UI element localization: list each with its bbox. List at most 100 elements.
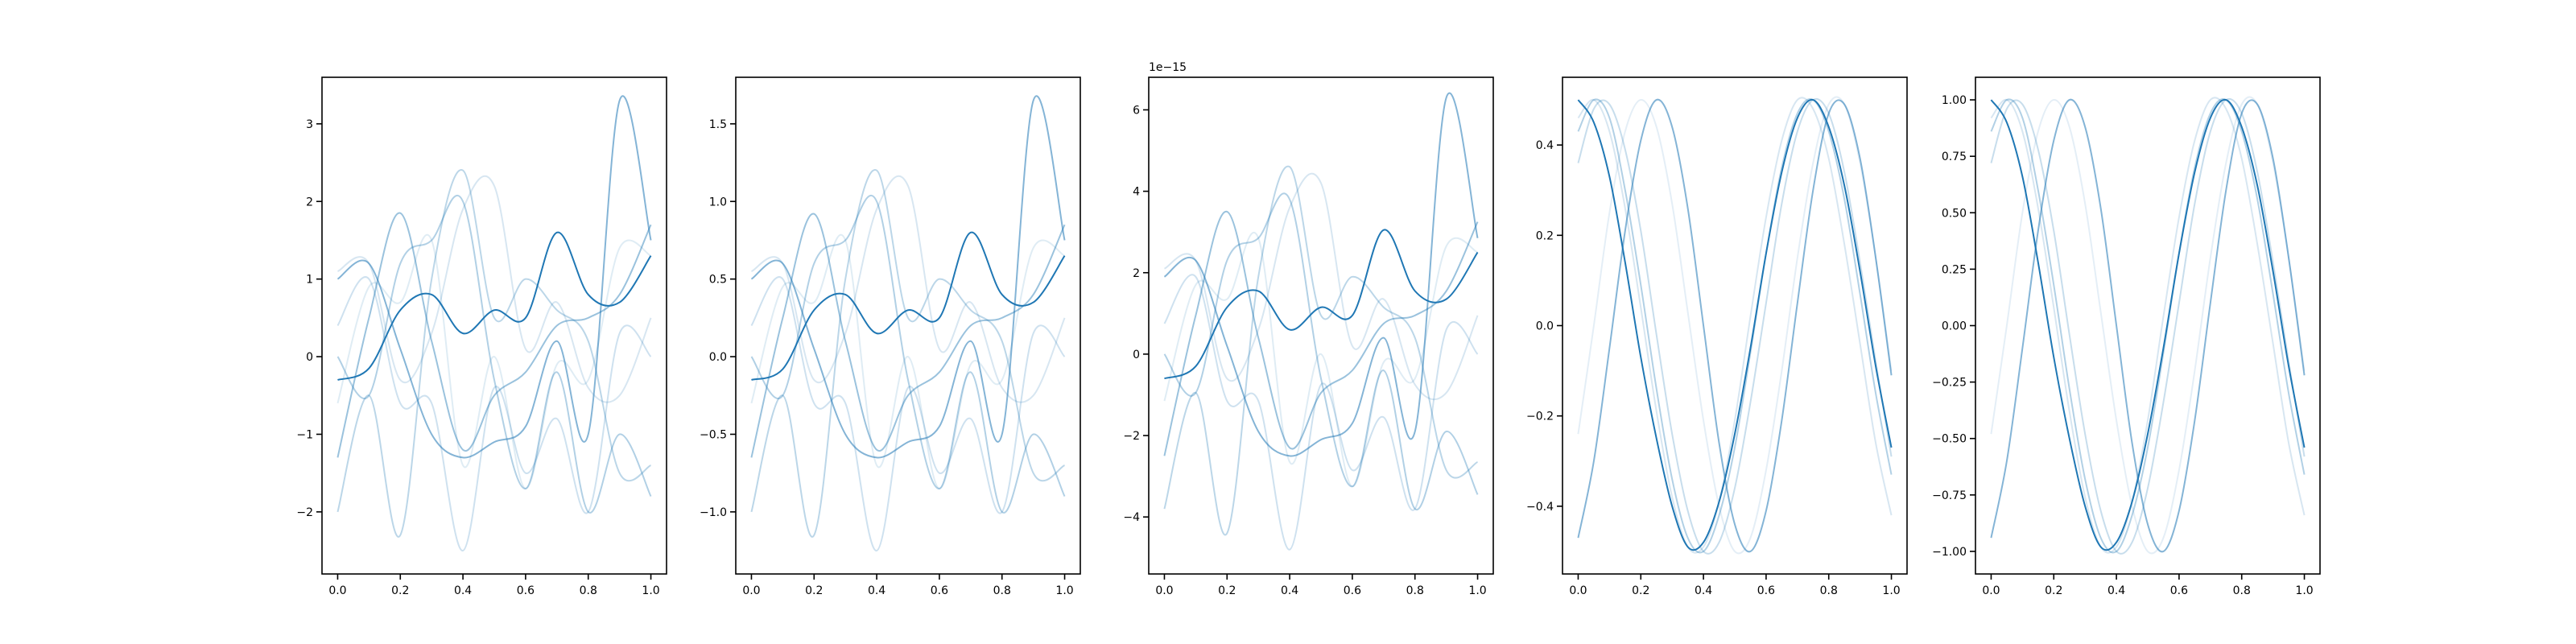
series-line-4: [1990, 97, 2306, 555]
series-line-2: [1990, 98, 2306, 553]
y-tick-label: −4: [1123, 511, 1140, 524]
subplot-3: 0.0 0.2 0.4 0.6 0.8 1.0 −4 −2 0 2 4 6 1e−15: [1123, 61, 1494, 597]
x-tick-label: 0.8: [993, 584, 1011, 597]
series-line-8: [750, 233, 1066, 489]
series-line-1: [1577, 98, 1893, 551]
axes-frame: [735, 76, 1081, 575]
axes-frame: [321, 76, 667, 575]
series-line-2: [1577, 98, 1893, 553]
x-tick-label: 0.8: [1406, 584, 1424, 597]
y-tick-label: 6: [1133, 104, 1140, 117]
x-tick-label: 0.0: [742, 584, 760, 597]
x-tick-label: 0.4: [1695, 584, 1712, 597]
y-tick-label: −1.00: [1932, 546, 1967, 559]
series-line-8: [336, 233, 652, 489]
x-tick-label: 0.0: [1155, 584, 1173, 597]
y-tick-label: 2: [1133, 267, 1140, 280]
y-tick-label: 0.5: [709, 274, 727, 287]
series-line-4: [1577, 97, 1893, 555]
x-tick-label: 1.0: [642, 584, 659, 597]
series-line-7: [1163, 172, 1479, 401]
y-tick-label: 3: [306, 118, 313, 131]
y-tick-label: 0.0: [709, 351, 727, 364]
series-line-4: [336, 194, 652, 514]
x-tick-label: 0.8: [580, 584, 597, 597]
y-tick-label: −2: [1123, 430, 1140, 443]
x-tick-label: 0.6: [517, 584, 535, 597]
series-line-3: [1163, 210, 1479, 456]
y-tick-label: 1.0: [709, 196, 727, 208]
y-tick-label: 0.25: [1942, 263, 1967, 276]
y-tick-label: 1.00: [1942, 94, 1967, 107]
x-tick-label: 0.6: [1344, 584, 1361, 597]
y-offset-text: 1e−15: [1149, 61, 1187, 74]
series-line-6: [1990, 96, 2306, 555]
x-tick-label: 0.8: [1820, 584, 1838, 597]
y-tick-label: 0.4: [1536, 139, 1554, 152]
y-tick-label: 0.50: [1942, 207, 1967, 220]
y-tick-label: 0: [1133, 349, 1140, 361]
series-line-3: [1577, 98, 1893, 554]
y-tick-label: −0.2: [1526, 411, 1554, 423]
y-tick-label: 0.0: [1536, 320, 1554, 333]
x-tick-label: 0.0: [328, 584, 346, 597]
x-tick-label: 0.8: [2233, 584, 2251, 597]
y-tick-label: 0.2: [1536, 229, 1554, 242]
y-tick-label: 1.5: [709, 118, 727, 131]
x-tick-label: 0.2: [1632, 584, 1649, 597]
series-line-1: [337, 231, 652, 381]
series-line-7: [750, 175, 1066, 403]
series-line-6: [1163, 274, 1479, 551]
series-line-1: [1990, 98, 2306, 551]
y-tick-label: −2: [296, 506, 313, 519]
series-line-5: [1577, 97, 1893, 554]
y-tick-label: 4: [1133, 186, 1140, 199]
y-tick-label: −1: [296, 428, 313, 441]
x-tick-label: 1.0: [1055, 584, 1073, 597]
x-tick-label: 0.0: [1982, 584, 2000, 597]
subplot-2: 0.0 0.2 0.4 0.6 0.8 1.0 −1.0 −0.5 0.0 0.5 1.0 1.5: [700, 76, 1081, 597]
y-tick-label: −0.25: [1932, 377, 1967, 390]
series-line-8: [1163, 231, 1479, 488]
y-tick-label: 1: [306, 274, 313, 287]
series-line-3: [336, 212, 652, 458]
y-tick-label: −1.0: [700, 506, 727, 519]
x-tick-label: 1.0: [1468, 584, 1486, 597]
series-line-2: [1163, 92, 1479, 457]
series-line-2: [336, 95, 652, 459]
series-line-1: [1164, 229, 1479, 380]
x-tick-label: 0.6: [2170, 584, 2188, 597]
series-line-6: [336, 276, 652, 552]
x-tick-label: 0.6: [1757, 584, 1775, 597]
subplot-5: 0.0 0.2 0.4 0.6 0.8 1.0 −1.00 −0.75 −0.50 −0.25 0.…: [1932, 76, 2321, 597]
series-line-1: [751, 231, 1066, 381]
x-tick-label: 0.4: [2107, 584, 2125, 597]
series-line-6: [750, 276, 1066, 552]
y-tick-label: 0.00: [1942, 320, 1967, 333]
x-tick-label: 0.4: [868, 584, 886, 597]
series-line-4: [1163, 192, 1479, 510]
x-tick-label: 0.4: [454, 584, 472, 597]
series-line-4: [750, 194, 1066, 514]
subplot-4: 0.0 0.2 0.4 0.6 0.8 1.0 −0.4 −0.2 0.0 0.2 0.4: [1526, 76, 1908, 597]
x-tick-label: 0.2: [1218, 584, 1236, 597]
series-line-3: [750, 213, 1066, 458]
x-tick-label: 0.6: [931, 584, 948, 597]
x-tick-label: 1.0: [2295, 584, 2313, 597]
y-tick-label: 0.75: [1942, 151, 1967, 163]
x-tick-label: 0.4: [1281, 584, 1298, 597]
series-line-5: [1990, 97, 2306, 554]
series-line-5: [336, 169, 652, 538]
series-line-5: [750, 169, 1066, 538]
y-tick-label: 0: [306, 351, 313, 364]
subplot-1: 0.0 0.2 0.4 0.6 0.8 1.0 −2 −1 0 1 2 3: [296, 76, 667, 597]
axes-frame: [1148, 76, 1494, 575]
series-line-6: [1577, 96, 1893, 555]
x-tick-label: 0.2: [391, 584, 409, 597]
x-tick-label: 0.2: [805, 584, 823, 597]
y-tick-label: −0.5: [700, 428, 727, 441]
series-line-3: [1990, 98, 2306, 554]
